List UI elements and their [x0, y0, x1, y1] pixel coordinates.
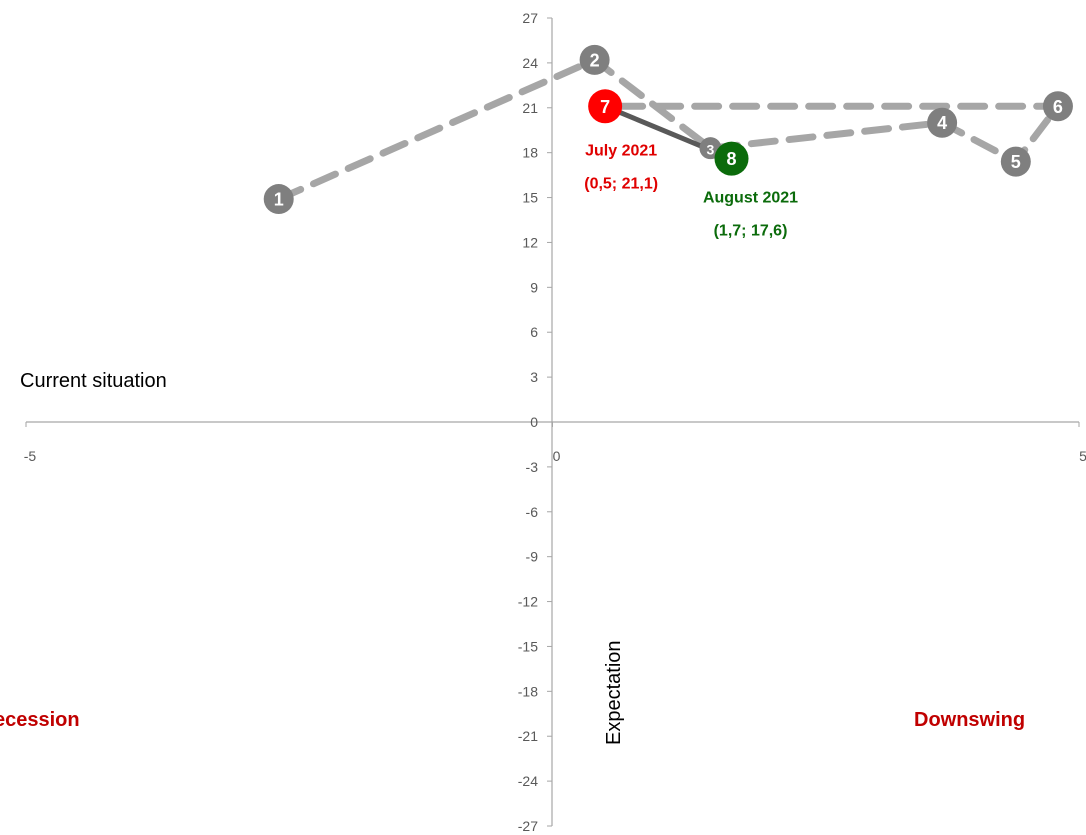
y-tick-label: -18	[518, 683, 538, 699]
point-marker-8	[714, 141, 749, 176]
y-tick-label: 3	[530, 369, 538, 385]
y-tick-label: -15	[518, 638, 538, 654]
point-label-1: 1	[274, 190, 284, 210]
point-marker-7	[588, 89, 623, 124]
y-tick-label: 24	[522, 55, 538, 71]
y-tick-label: 27	[522, 10, 538, 26]
point-label-2: 2	[590, 50, 600, 70]
point-marker-6	[1042, 91, 1073, 122]
y-tick-label: 18	[522, 145, 538, 161]
y-axis-title: Expectation	[603, 640, 625, 745]
point-label-3: 3	[707, 142, 715, 158]
y-tick-label: -12	[518, 594, 538, 610]
y-tick-label: 6	[530, 324, 538, 340]
x-tick-label: 5	[1079, 448, 1086, 464]
y-tick-label: 21	[522, 100, 538, 116]
callout-line1-8: August 2021	[703, 190, 798, 207]
point-marker-1	[263, 184, 294, 215]
ticks	[25, 17, 1080, 827]
point-marker-4	[927, 107, 958, 138]
y-tick-label: 15	[522, 190, 538, 206]
x-axis-title: Current situation	[20, 370, 167, 392]
callout-line1-7: July 2021	[585, 142, 657, 159]
y-tick-label: -24	[518, 773, 538, 789]
point-label-4: 4	[937, 113, 947, 133]
x-tick-label: -5	[24, 448, 37, 464]
y-tick-label: -3	[526, 459, 539, 475]
callout-line2-7: (0,5; 21,1)	[584, 175, 658, 192]
quadrant-label-recession: ecession	[0, 709, 80, 731]
y-tick-label: 0	[530, 414, 538, 430]
point-marker-2	[579, 44, 610, 75]
point-label-7: 7	[600, 97, 610, 117]
point-label-6: 6	[1053, 97, 1063, 117]
y-tick-label: -27	[518, 818, 538, 834]
y-tick-label: 12	[522, 234, 538, 250]
point-markers: 1 2 3 4 5 6 7 8	[263, 44, 1073, 215]
y-tick-label: -9	[526, 549, 539, 565]
x-tick-label: 0	[553, 448, 561, 464]
callout-line2-8: (1,7; 17,6)	[714, 223, 788, 240]
point-label-5: 5	[1011, 152, 1021, 172]
tick-labels: 2724211815129630-3-6-9-12-15-18-21-24-27…	[24, 10, 1086, 834]
point-marker-5	[1000, 146, 1031, 177]
y-tick-label: -21	[518, 728, 538, 744]
annotations: July 2021 (0,5; 21,1) August 2021 (1,7; 17,…	[584, 142, 798, 239]
y-tick-label: -6	[526, 504, 539, 520]
quadrant-label-downswing: Downswing	[914, 709, 1025, 731]
y-tick-label: 9	[530, 279, 538, 295]
point-label-8: 8	[727, 149, 737, 169]
